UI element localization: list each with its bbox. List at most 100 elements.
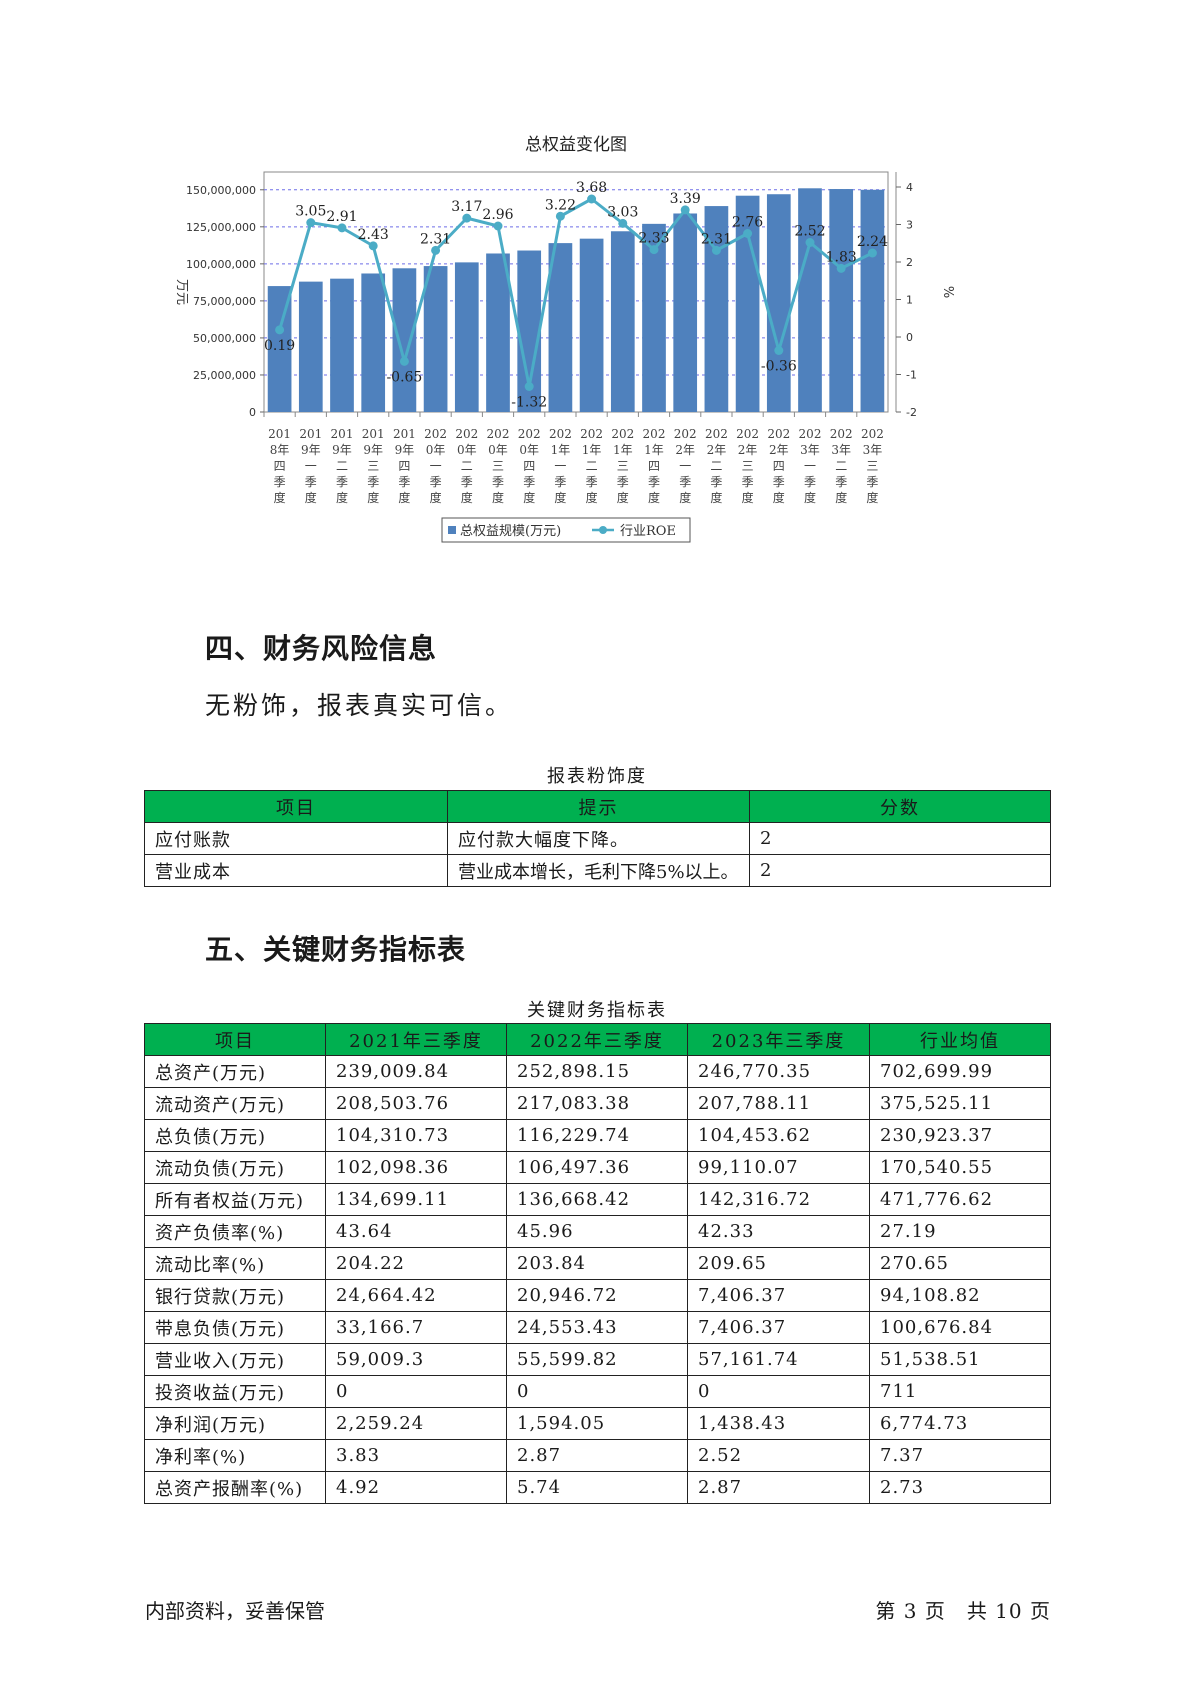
header-cell: 项目 (144, 790, 448, 823)
indicator-value-cell: 230,923.37 (869, 1119, 1051, 1152)
x-category-label: 202 3年三季度 (861, 427, 884, 505)
y-tick-label: 50,000,000 (193, 332, 256, 345)
y2-tick-label: -1 (906, 369, 917, 382)
y2-tick-label: 2 (906, 256, 913, 269)
x-category-label: 201 8年四季度 (268, 427, 291, 505)
indicator-value-cell: 2.87 (687, 1471, 870, 1504)
roe-data-label: 2.33 (638, 231, 669, 247)
indicator-value-cell: 2.87 (506, 1439, 688, 1472)
roe-point (399, 356, 409, 366)
x-category-label: 202 1年三季度 (611, 427, 634, 505)
roe-point (587, 194, 597, 204)
legend-line-label: 行业ROE (620, 524, 676, 539)
roe-point (275, 325, 285, 335)
y2-tick-label: 4 (906, 181, 913, 194)
table-caption-window-dressing: 报表粉饰度 (547, 766, 647, 787)
roe-data-label: 2.43 (358, 227, 389, 243)
indicator-value-cell: 94,108.82 (869, 1279, 1051, 1312)
header-cell: 行业均值 (869, 1023, 1051, 1056)
equity-bar (829, 189, 854, 412)
indicator-name-cell: 净利率(%) (144, 1439, 326, 1472)
indicator-value-cell: 142,316.72 (687, 1183, 870, 1216)
table-row: 净利率(%) 3.83 2.87 2.52 7.37 (144, 1439, 1051, 1472)
indicator-value-cell: 0 (325, 1375, 507, 1408)
x-category-label: 202 1年二季度 (580, 427, 603, 505)
roe-point (368, 241, 378, 251)
table-caption-key-indicators: 关键财务指标表 (527, 1000, 667, 1021)
roe-point (743, 229, 753, 238)
indicator-value-cell: 246,770.35 (687, 1055, 870, 1088)
y2-tick-label: 1 (906, 294, 913, 307)
roe-point (649, 245, 659, 255)
y-tick-label: 0 (249, 406, 256, 419)
indicator-value-cell: 33,166.7 (325, 1311, 507, 1344)
roe-line (278, 197, 874, 388)
header-cell: 分数 (749, 790, 1051, 823)
x-category-label: 202 1年四季度 (643, 427, 666, 505)
roe-data-label: 2.76 (732, 215, 763, 231)
footer-confidential-note: 内部资料，妥善保管 (145, 1599, 325, 1623)
roe-point (462, 213, 472, 223)
indicator-name-cell: 流动负债(万元) (144, 1151, 326, 1184)
roe-point (493, 221, 503, 231)
x-category-label: 201 9年二季度 (331, 427, 354, 505)
indicator-name-cell: 总资产(万元) (144, 1055, 326, 1088)
roe-data-label: -1.32 (511, 395, 547, 411)
table-cell: 2 (749, 854, 1051, 887)
roe-data-label: 3.68 (576, 180, 607, 196)
x-category-label: 202 3年一季度 (799, 427, 822, 505)
roe-data-label: 2.31 (420, 231, 451, 247)
roe-point (337, 223, 347, 233)
indicator-name-cell: 银行贷款(万元) (144, 1279, 326, 1312)
key-financial-indicators-table: 项目 2021年三季度 2022年三季度 2023年三季度 行业均值 总资产(万… (144, 1023, 1051, 1504)
y-tick-label: 150,000,000 (186, 184, 256, 197)
table-row: 总资产(万元) 239,009.84 252,898.15 246,770.35 702… (144, 1055, 1051, 1088)
roe-data-label: 2.31 (701, 231, 732, 247)
equity-bar (704, 206, 729, 412)
indicator-value-cell: 43.64 (325, 1215, 507, 1248)
indicator-value-cell: 102,098.36 (325, 1151, 507, 1184)
roe-data-label: 2.52 (794, 224, 825, 240)
x-category-label: 202 1年一季度 (549, 427, 572, 505)
equity-bar (610, 231, 635, 412)
indicator-value-cell: 106,497.36 (506, 1151, 688, 1184)
table-header-row: 项目 提示 分数 (144, 790, 1051, 823)
indicator-value-cell: 20,946.72 (506, 1279, 688, 1312)
x-category-label: 202 2年三季度 (736, 427, 759, 505)
indicator-value-cell: 7,406.37 (687, 1279, 870, 1312)
indicator-value-cell: 42.33 (687, 1215, 870, 1248)
indicator-name-cell: 净利润(万元) (144, 1407, 326, 1440)
indicator-value-cell: 5.74 (506, 1471, 688, 1504)
indicator-value-cell: 0 (506, 1375, 688, 1408)
roe-point (867, 248, 877, 258)
header-cell: 2021年三季度 (325, 1023, 507, 1056)
equity-bar (298, 281, 323, 412)
table-row: 所有者权益(万元) 134,699.11 136,668.42 142,316.72 4… (144, 1183, 1051, 1216)
table-row: 流动负债(万元) 102,098.36 106,497.36 99,110.07 170… (144, 1151, 1051, 1184)
indicator-value-cell: 711 (869, 1375, 1051, 1408)
table-row: 带息负债(万元) 33,166.7 24,553.43 7,406.37 100,676… (144, 1311, 1051, 1344)
indicator-name-cell: 投资收益(万元) (144, 1375, 326, 1408)
equity-bar (486, 253, 510, 412)
indicator-value-cell: 45.96 (506, 1215, 688, 1248)
indicator-value-cell: 57,161.74 (687, 1343, 870, 1376)
indicator-name-cell: 营业收入(万元) (144, 1343, 326, 1376)
indicator-name-cell: 带息负债(万元) (144, 1311, 326, 1344)
indicator-name-cell: 所有者权益(万元) (144, 1183, 326, 1216)
table-row: 银行贷款(万元) 24,664.42 20,946.72 7,406.37 94,108… (144, 1279, 1051, 1312)
indicator-name-cell: 流动比率(%) (144, 1247, 326, 1280)
roe-data-label: -0.36 (761, 359, 797, 375)
equity-bar (548, 243, 573, 412)
indicator-value-cell: 2.73 (869, 1471, 1051, 1504)
equity-bar (766, 194, 791, 412)
roe-point (431, 245, 441, 255)
indicator-value-cell: 27.19 (869, 1215, 1051, 1248)
indicator-value-cell: 270.65 (869, 1247, 1051, 1280)
x-category-label: 202 3年二季度 (830, 427, 853, 505)
indicator-value-cell: 209.65 (687, 1247, 870, 1280)
equity-bar (735, 195, 760, 412)
section-heading-financial-risk: 四、财务风险信息 (205, 632, 438, 665)
roe-point (805, 238, 815, 247)
indicator-value-cell: 208,503.76 (325, 1087, 507, 1120)
table-row: 资产负债率(%) 43.64 45.96 42.33 27.19 (144, 1215, 1051, 1248)
